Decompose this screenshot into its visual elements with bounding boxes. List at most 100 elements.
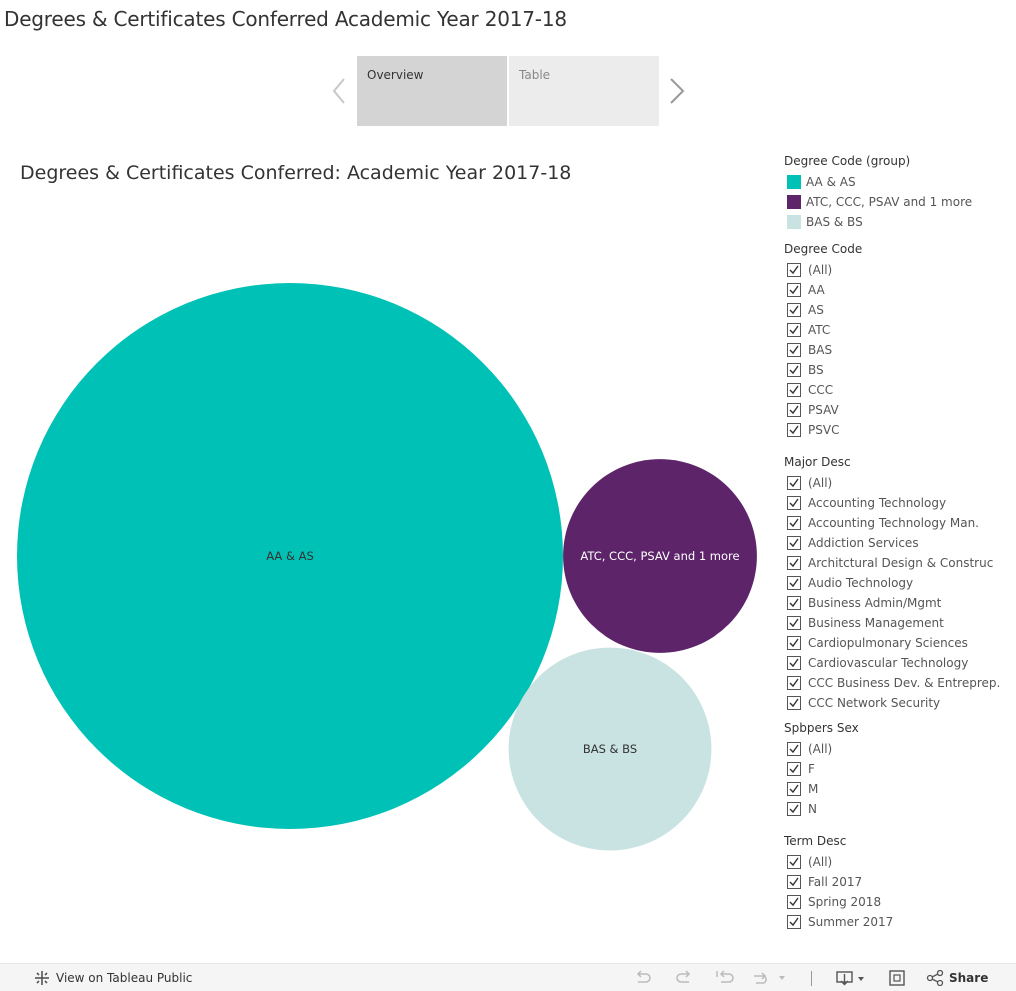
checkbox-checked-icon[interactable] (787, 383, 801, 397)
filter-option-label: N (808, 802, 817, 816)
filter-option-major-desc[interactable]: Addiction Services (787, 534, 919, 552)
checkbox-checked-icon[interactable] (787, 762, 801, 776)
filter-option-degree-code[interactable]: AS (787, 301, 824, 319)
legend-item[interactable]: ATC, CCC, PSAV and 1 more (787, 193, 972, 211)
filter-option-label: CCC Business Dev. & Entreprep. (808, 676, 1001, 690)
legend-swatch (787, 215, 801, 229)
bubble-atc-ccc-psav-and-1-more[interactable]: ATC, CCC, PSAV and 1 more (563, 459, 757, 653)
bubble-mark[interactable] (563, 459, 757, 653)
checkbox-checked-icon[interactable] (787, 536, 801, 550)
filter-option-degree-code[interactable]: CCC (787, 381, 833, 399)
checkbox-checked-icon[interactable] (787, 263, 801, 277)
filter-option-degree-code[interactable]: (All) (787, 261, 832, 279)
page-title: Degrees & Certificates Conferred Academi… (4, 7, 567, 31)
filter-option-degree-code[interactable]: AA (787, 281, 825, 299)
download-icon (836, 971, 864, 986)
filter-option-degree-code[interactable]: BAS (787, 341, 832, 359)
checkbox-checked-icon[interactable] (787, 855, 801, 869)
checkbox-checked-icon[interactable] (787, 496, 801, 510)
checkbox-checked-icon[interactable] (787, 343, 801, 357)
checkbox-checked-icon[interactable] (787, 476, 801, 490)
download-button[interactable] (836, 964, 868, 991)
filter-option-major-desc[interactable]: CCC Business Dev. & Entreprep. (787, 674, 1000, 692)
next-story-point-button[interactable] (667, 76, 687, 106)
checkbox-checked-icon[interactable] (787, 423, 801, 437)
story-tab-table[interactable]: Table (509, 56, 659, 126)
filter-option-label: Architctural Design & Construc (808, 556, 994, 570)
filter-option-major-desc[interactable]: Audio Technology (787, 574, 913, 592)
view-on-tableau-public-link[interactable]: View on Tableau Public (34, 964, 192, 991)
filter-option-term-desc[interactable]: Spring 2018 (787, 893, 881, 911)
bubble-label: BAS & BS (583, 742, 637, 756)
fullscreen-button[interactable] (888, 964, 906, 991)
checkbox-checked-icon[interactable] (787, 516, 801, 530)
bubble-label: ATC, CCC, PSAV and 1 more (580, 549, 739, 563)
checkbox-checked-icon[interactable] (787, 915, 801, 929)
checkbox-checked-icon[interactable] (787, 782, 801, 796)
undo-button[interactable] (634, 964, 652, 991)
revert-icon (716, 970, 734, 983)
filter-option-term-desc[interactable]: Fall 2017 (787, 873, 862, 891)
filter-title-spbpers-sex: Spbpers Sex (784, 721, 859, 735)
share-button[interactable]: Share (926, 964, 988, 991)
checkbox-checked-icon[interactable] (787, 616, 801, 630)
checkbox-checked-icon[interactable] (787, 403, 801, 417)
filter-option-label: Cardiovascular Technology (808, 656, 969, 670)
bubble-mark[interactable] (508, 647, 712, 851)
filter-option-major-desc[interactable]: Business Admin/Mgmt (787, 594, 941, 612)
checkbox-checked-icon[interactable] (787, 556, 801, 570)
checkbox-checked-icon[interactable] (787, 875, 801, 889)
filter-option-spbpers-sex[interactable]: F (787, 760, 815, 778)
pause-updates-button[interactable] (752, 964, 788, 991)
checkbox-checked-icon[interactable] (787, 323, 801, 337)
bubble-aa-as[interactable]: AA & AS (17, 283, 563, 829)
checkbox-checked-icon[interactable] (787, 283, 801, 297)
filter-title-degree-code: Degree Code (784, 242, 863, 256)
checkbox-checked-icon[interactable] (787, 576, 801, 590)
filter-option-term-desc[interactable]: Summer 2017 (787, 913, 893, 931)
filter-option-term-desc[interactable]: (All) (787, 853, 832, 871)
redo-button[interactable] (675, 964, 693, 991)
checkbox-checked-icon[interactable] (787, 802, 801, 816)
filter-option-spbpers-sex[interactable]: (All) (787, 740, 832, 758)
checkbox-checked-icon[interactable] (787, 363, 801, 377)
checkbox-checked-icon[interactable] (787, 596, 801, 610)
filter-option-label: CCC (808, 383, 834, 397)
filter-option-label: Summer 2017 (808, 915, 894, 929)
filter-option-label: BAS (808, 343, 833, 357)
previous-story-point-button[interactable] (330, 76, 350, 106)
filter-option-spbpers-sex[interactable]: N (787, 800, 817, 818)
filter-option-label: Business Management (808, 616, 944, 630)
bubble-mark[interactable] (17, 283, 563, 829)
filter-option-major-desc[interactable]: Business Management (787, 614, 944, 632)
filter-option-major-desc[interactable]: (All) (787, 474, 832, 492)
checkbox-checked-icon[interactable] (787, 742, 801, 756)
checkbox-checked-icon[interactable] (787, 696, 801, 710)
filter-option-label: Accounting Technology (808, 496, 947, 510)
checkbox-checked-icon[interactable] (787, 676, 801, 690)
revert-button[interactable] (715, 964, 735, 991)
filter-option-major-desc[interactable]: Cardiovascular Technology (787, 654, 968, 672)
legend-item[interactable]: BAS & BS (787, 213, 863, 231)
filter-option-spbpers-sex[interactable]: M (787, 780, 818, 798)
story-tab-overview[interactable]: Overview (357, 56, 507, 126)
checkbox-checked-icon[interactable] (787, 636, 801, 650)
checkbox-checked-icon[interactable] (787, 303, 801, 317)
filter-option-degree-code[interactable]: PSVC (787, 421, 839, 439)
filter-option-major-desc[interactable]: CCC Network Security (787, 694, 940, 712)
bubble-bas-bs[interactable]: BAS & BS (508, 647, 712, 851)
legend-title: Degree Code (group) (784, 154, 911, 168)
chevron-right-icon (670, 78, 685, 104)
filter-option-degree-code[interactable]: BS (787, 361, 824, 379)
filter-option-label: Cardiopulmonary Sciences (808, 636, 968, 650)
filter-option-major-desc[interactable]: Architctural Design & Construc (787, 554, 993, 572)
legend-item[interactable]: AA & AS (787, 173, 856, 191)
filter-option-major-desc[interactable]: Accounting Technology (787, 494, 946, 512)
checkbox-checked-icon[interactable] (787, 656, 801, 670)
filter-option-major-desc[interactable]: Cardiopulmonary Sciences (787, 634, 968, 652)
filter-option-degree-code[interactable]: ATC (787, 321, 830, 339)
filter-option-major-desc[interactable]: Accounting Technology Man. (787, 514, 979, 532)
checkbox-checked-icon[interactable] (787, 895, 801, 909)
filter-option-degree-code[interactable]: PSAV (787, 401, 839, 419)
bubble-label: AA & AS (266, 549, 314, 563)
